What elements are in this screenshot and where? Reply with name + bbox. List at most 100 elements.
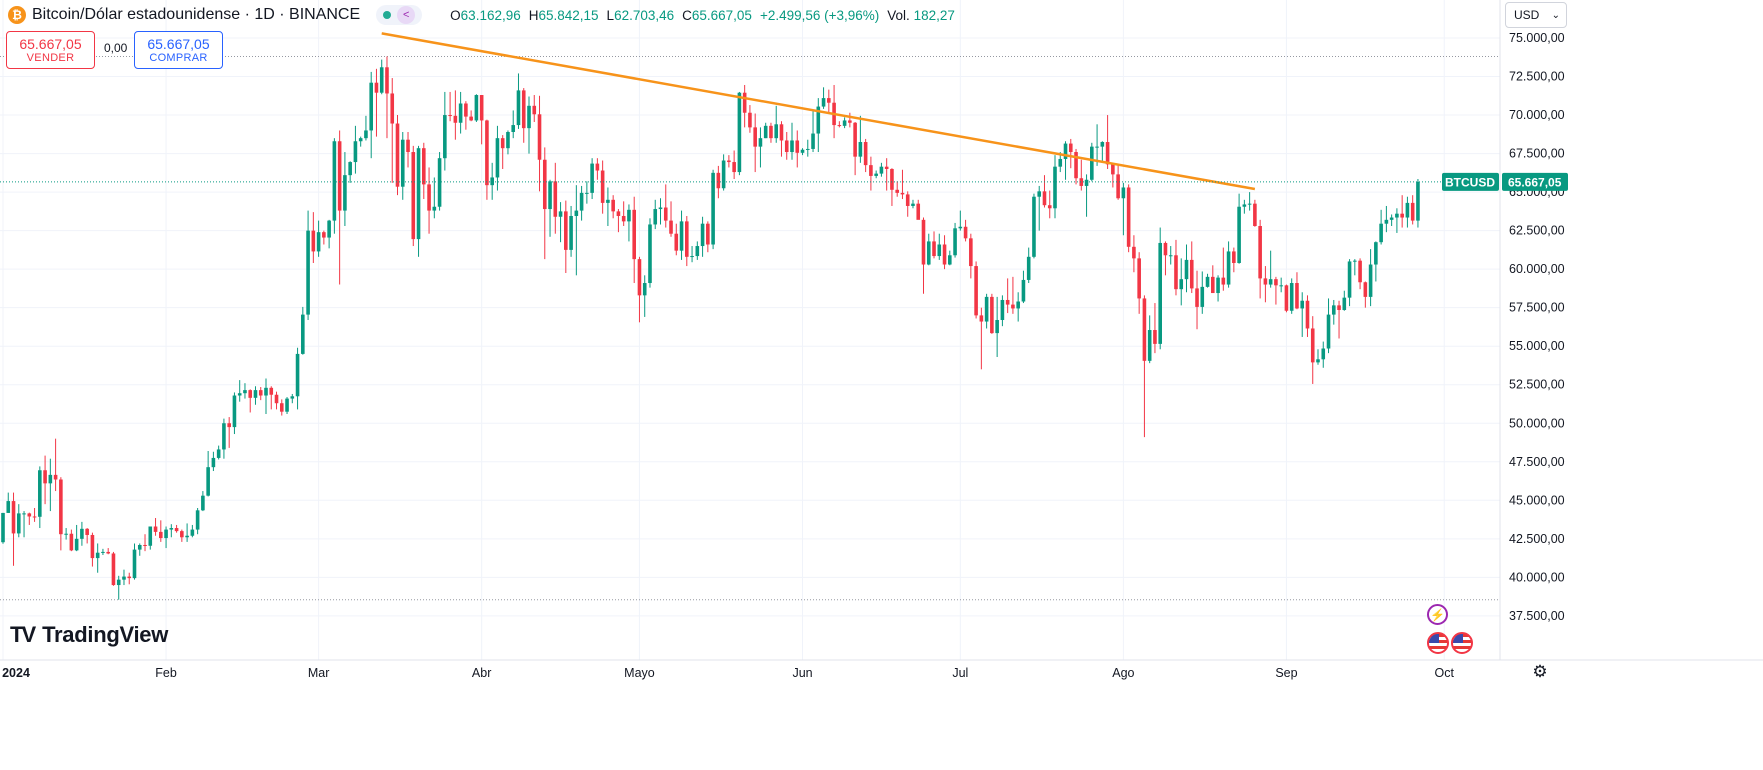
candle-body <box>1289 283 1294 311</box>
candle-body <box>243 390 247 394</box>
candle-body <box>1405 202 1410 218</box>
candle <box>343 152 347 227</box>
candle-body <box>274 394 279 404</box>
candle-body <box>1079 178 1084 186</box>
price-tick-label: 42.500,00 <box>1509 532 1565 546</box>
candle <box>1189 241 1194 294</box>
candle-body <box>700 223 705 247</box>
candle <box>101 548 105 556</box>
candle-body <box>216 449 221 458</box>
candle-body <box>185 535 189 538</box>
candle <box>685 215 689 267</box>
candle <box>1090 142 1094 182</box>
candle <box>784 132 789 160</box>
candle <box>1111 162 1115 188</box>
candle <box>627 204 631 242</box>
candle <box>1105 115 1110 169</box>
candle-body <box>253 390 258 398</box>
candle-body <box>111 553 116 586</box>
candle-body <box>1153 330 1157 344</box>
candle-body <box>1263 278 1268 285</box>
candle <box>1158 227 1162 350</box>
symbol-header: ₿ Bitcoin/Dólar estadounidense · 1D · BI… <box>8 4 955 26</box>
candle <box>448 91 452 122</box>
candle-body <box>1137 258 1141 299</box>
candle-body <box>874 173 878 176</box>
candle <box>905 191 910 217</box>
candle <box>548 179 552 237</box>
candle-body <box>821 98 826 107</box>
candle <box>348 161 352 183</box>
tradingview-logo[interactable]: TV TradingView <box>10 622 168 648</box>
candle <box>1116 164 1120 200</box>
candle-body <box>390 93 395 124</box>
candle-body <box>527 105 531 129</box>
candle <box>227 417 231 448</box>
candle-body <box>1410 202 1415 221</box>
trend-line[interactable] <box>381 32 1256 191</box>
candle-body <box>1237 206 1241 263</box>
us-flag-icon[interactable] <box>1451 632 1473 654</box>
candle <box>585 181 589 204</box>
symbol-tag <box>1442 172 1499 191</box>
candle-body <box>984 296 989 322</box>
candle-body <box>1363 282 1368 297</box>
candle-body <box>316 232 321 252</box>
currency-select[interactable]: USD ⌄ <box>1505 2 1567 28</box>
candle <box>90 532 95 567</box>
candle <box>690 246 694 263</box>
candle <box>32 508 37 522</box>
candle <box>742 85 747 128</box>
share-icon[interactable]: < <box>397 6 416 24</box>
candle-body <box>137 544 142 550</box>
candle <box>16 504 21 538</box>
candle <box>895 181 899 197</box>
candle <box>285 397 289 415</box>
candle-body <box>306 230 310 315</box>
candle-body <box>758 138 763 147</box>
candle-body <box>1105 142 1110 165</box>
candle-body <box>569 215 573 250</box>
candle <box>805 139 810 157</box>
candle <box>679 210 684 260</box>
candle-body <box>11 501 16 534</box>
candle <box>253 386 258 405</box>
price-tick-label: 52.500,00 <box>1509 378 1565 392</box>
candle <box>1011 276 1015 314</box>
candle-body <box>1084 179 1089 186</box>
candle-body <box>837 125 842 127</box>
status-pill[interactable]: < <box>376 5 423 25</box>
candle <box>653 199 658 230</box>
lightning-icon[interactable]: ⚡ <box>1427 604 1448 625</box>
us-flag-icon[interactable] <box>1427 632 1449 654</box>
candle-body <box>80 528 84 539</box>
settings-icon[interactable]: ⚙ <box>1532 662 1548 681</box>
candle <box>1026 247 1031 284</box>
candle <box>816 98 821 153</box>
candle <box>558 202 563 243</box>
symbol-title[interactable]: Bitcoin/Dólar estadounidense · 1D · BINA… <box>32 6 361 23</box>
candle <box>853 121 857 176</box>
candle-body <box>1347 261 1352 298</box>
price-tick-label: 37.500,00 <box>1509 609 1565 623</box>
candle <box>1174 239 1178 296</box>
candle-body <box>122 576 126 580</box>
candle-body <box>1184 259 1189 280</box>
price-tick-label: 57.500,00 <box>1509 301 1565 315</box>
candle <box>290 393 295 404</box>
candle-body <box>1247 203 1252 205</box>
candle-body <box>285 398 289 412</box>
buy-button[interactable]: 65.667,05 COMPRAR <box>134 31 223 69</box>
candle <box>1274 276 1278 305</box>
candle-body <box>279 403 284 412</box>
candle <box>1221 247 1226 291</box>
candle <box>916 199 921 220</box>
price-axis[interactable]: 37.500,00 40.000,00 42.500,00 45.000,00 47.5… <box>1499 0 1565 660</box>
candle-body <box>953 228 957 256</box>
candle-body <box>6 501 11 513</box>
candle-body <box>805 148 810 150</box>
chevron-down-icon: ⌄ <box>1551 9 1560 21</box>
time-axis[interactable]: 2024 Feb Mar Abr Mayo Jun Jul Ago Sep Oct <box>0 659 1763 680</box>
sell-button[interactable]: 65.667,05 VENDER <box>6 31 95 69</box>
